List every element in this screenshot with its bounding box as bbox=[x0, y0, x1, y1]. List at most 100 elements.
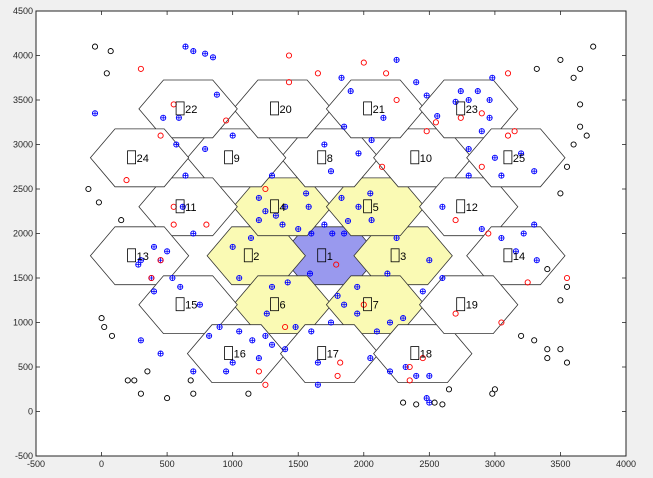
cell-label-6: 6 bbox=[280, 300, 286, 312]
blue-marker-point bbox=[255, 355, 262, 362]
blue-marker-point bbox=[157, 350, 164, 357]
black-marker-point bbox=[164, 395, 171, 402]
red-marker-point bbox=[337, 359, 344, 366]
blue-marker-point bbox=[341, 301, 348, 308]
cell-label-box-4 bbox=[270, 199, 279, 214]
blue-marker-point bbox=[478, 225, 485, 233]
cell-label-11: 11 bbox=[185, 202, 196, 214]
black-marker-point bbox=[544, 266, 551, 273]
blue-marker-point bbox=[137, 337, 144, 344]
red-marker-point bbox=[203, 221, 210, 228]
red-marker-point bbox=[423, 128, 430, 135]
blue-marker-point bbox=[150, 243, 158, 250]
cell-label-15: 15 bbox=[185, 300, 197, 312]
blue-marker-point bbox=[279, 221, 286, 228]
blue-marker-point bbox=[209, 54, 217, 61]
red-marker-point bbox=[262, 381, 269, 388]
red-marker-point bbox=[255, 368, 262, 375]
cell-hexagon-21 bbox=[325, 79, 426, 139]
red-marker-point bbox=[123, 177, 130, 184]
blue-marker-point bbox=[213, 91, 220, 98]
y-tick-label: 3500 bbox=[13, 95, 33, 105]
black-marker-point bbox=[557, 297, 564, 304]
black-marker-point bbox=[544, 346, 551, 353]
red-marker-point bbox=[360, 59, 367, 66]
red-marker-point bbox=[282, 323, 289, 331]
blue-marker-point bbox=[169, 274, 176, 282]
blue-marker-point bbox=[262, 332, 269, 339]
blue-marker-point bbox=[368, 137, 375, 144]
red-marker-point bbox=[314, 70, 321, 77]
blue-marker-point bbox=[295, 225, 302, 233]
blue-marker-point bbox=[321, 221, 328, 228]
blue-marker-point bbox=[255, 217, 262, 224]
blue-marker-point bbox=[308, 230, 315, 237]
red-marker-point bbox=[170, 221, 177, 228]
red-marker-point bbox=[333, 261, 340, 268]
blue-marker-point bbox=[355, 203, 362, 210]
x-tick-label: -500 bbox=[27, 459, 45, 469]
x-tick-label: 4000 bbox=[616, 459, 636, 469]
blue-marker-point bbox=[284, 279, 291, 286]
black-marker-point bbox=[91, 43, 99, 50]
red-marker-point bbox=[262, 185, 269, 193]
blue-marker-point bbox=[160, 114, 167, 121]
cell-label-3: 3 bbox=[400, 251, 406, 263]
blue-marker-point bbox=[182, 172, 189, 179]
blue-marker-point bbox=[423, 92, 430, 99]
blue-marker-point bbox=[439, 274, 446, 282]
points-layer bbox=[85, 43, 597, 408]
cell-label-box-25 bbox=[503, 150, 513, 165]
blue-marker-point bbox=[308, 328, 315, 335]
black-marker-point bbox=[570, 141, 577, 148]
x-tick-label: 1000 bbox=[223, 459, 243, 469]
x-tick-label: 0 bbox=[99, 459, 104, 469]
blue-marker-point bbox=[173, 141, 180, 148]
red-marker-point bbox=[504, 70, 512, 77]
blue-marker-point bbox=[262, 208, 269, 215]
black-marker-point bbox=[124, 377, 131, 384]
blue-marker-point bbox=[434, 112, 441, 120]
cell-label-19: 19 bbox=[466, 300, 478, 312]
blue-marker-point bbox=[177, 283, 184, 290]
cell-label-23: 23 bbox=[466, 104, 478, 116]
cell-label-box-20 bbox=[270, 101, 279, 116]
cell-hexagon-16 bbox=[186, 324, 287, 384]
blue-marker-point bbox=[393, 56, 400, 63]
cell-label-box-23 bbox=[456, 101, 466, 116]
cell-label-box-24 bbox=[127, 150, 136, 165]
y-tick-label: 1000 bbox=[13, 318, 33, 328]
y-tick-label: 0 bbox=[28, 407, 33, 417]
blue-marker-point bbox=[196, 301, 203, 308]
blue-marker-point bbox=[384, 270, 391, 277]
cell-label-22: 22 bbox=[185, 104, 197, 116]
cell-label-box-2 bbox=[243, 248, 253, 263]
black-marker-point bbox=[570, 74, 577, 81]
black-marker-point bbox=[107, 48, 114, 55]
black-marker-point bbox=[144, 368, 151, 375]
black-marker-point bbox=[577, 123, 584, 130]
blue-marker-point bbox=[272, 212, 279, 219]
blue-marker-point bbox=[263, 310, 270, 317]
cell-label-box-14 bbox=[503, 248, 513, 263]
blue-marker-point bbox=[426, 399, 433, 406]
black-marker-point bbox=[101, 323, 108, 331]
blue-marker-point bbox=[282, 203, 289, 210]
red-marker-point bbox=[157, 132, 164, 139]
blue-marker-point bbox=[344, 217, 352, 225]
blue-marker-point bbox=[314, 359, 321, 366]
blue-marker-point bbox=[498, 172, 505, 179]
blue-marker-point bbox=[282, 346, 289, 353]
black-marker-point bbox=[583, 132, 590, 139]
cell-label-25: 25 bbox=[513, 153, 525, 165]
cell-label-12: 12 bbox=[466, 202, 478, 214]
blue-marker-point bbox=[368, 217, 375, 224]
black-marker-point bbox=[445, 386, 453, 393]
blue-marker-point bbox=[202, 145, 209, 153]
blue-marker-point bbox=[268, 172, 276, 179]
red-marker-point bbox=[452, 217, 459, 224]
blue-marker-point bbox=[91, 110, 99, 117]
blue-marker-point bbox=[518, 150, 525, 157]
blue-marker-point bbox=[419, 288, 426, 295]
